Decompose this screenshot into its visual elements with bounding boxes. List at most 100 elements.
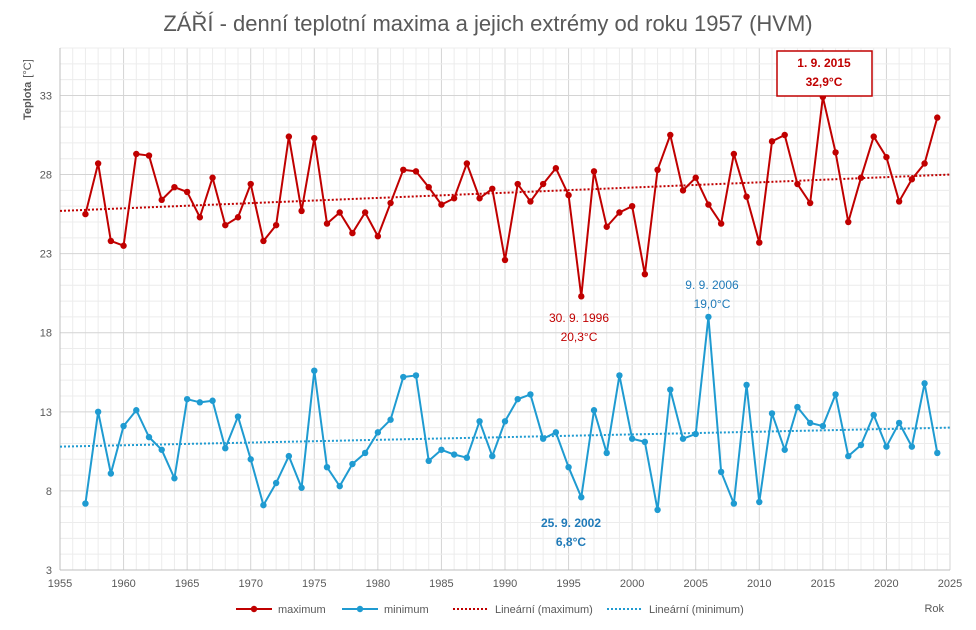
legend-label: maximum bbox=[278, 604, 326, 616]
data-point-minimum bbox=[222, 445, 229, 452]
x-axis-title: Rok bbox=[924, 603, 944, 615]
legend-marker bbox=[250, 605, 258, 613]
data-point-minimum bbox=[425, 457, 432, 465]
data-point-minimum bbox=[756, 498, 763, 506]
data-point-minimum bbox=[145, 433, 153, 441]
data-point-minimum bbox=[209, 397, 216, 404]
data-point-minimum bbox=[183, 395, 191, 403]
data-point-maximum bbox=[234, 214, 242, 221]
data-point-minimum bbox=[514, 395, 521, 403]
series bbox=[82, 93, 941, 514]
data-point-maximum bbox=[616, 209, 623, 216]
data-point-minimum bbox=[628, 435, 636, 442]
data-point-maximum bbox=[260, 237, 267, 245]
axes: 1955 1960 1965 1970 1975 1980 1985 1990 1995 2000… bbox=[40, 48, 962, 590]
data-point-maximum bbox=[679, 187, 687, 194]
data-point-maximum bbox=[285, 133, 293, 140]
data-point-minimum bbox=[908, 443, 916, 450]
y-tick-label: 8 bbox=[46, 486, 52, 498]
data-point-minimum bbox=[336, 482, 343, 490]
legend-marker bbox=[356, 605, 364, 613]
data-point-maximum bbox=[374, 233, 382, 240]
legend-label: Lineární (minimum) bbox=[649, 604, 744, 616]
annotation-max-high: 1. 9. 2015 32,9°C bbox=[776, 50, 873, 97]
x-tick-label: 1980 bbox=[366, 578, 390, 590]
x-tick-label: 1960 bbox=[111, 578, 135, 590]
data-point-maximum bbox=[222, 221, 229, 229]
x-tick-label: 1955 bbox=[48, 578, 72, 590]
data-point-minimum bbox=[501, 418, 509, 425]
data-point-minimum bbox=[870, 411, 877, 419]
annotation-value: 32,9°C bbox=[806, 75, 843, 89]
data-point-maximum bbox=[298, 207, 305, 215]
data-point-minimum bbox=[539, 435, 547, 442]
y-tick-label: 33 bbox=[40, 90, 52, 102]
data-point-maximum bbox=[908, 176, 916, 183]
data-point-maximum bbox=[628, 202, 636, 210]
data-point-maximum bbox=[895, 198, 903, 205]
data-point-minimum bbox=[234, 413, 242, 420]
data-point-minimum bbox=[832, 391, 839, 398]
data-point-maximum bbox=[171, 184, 178, 191]
data-point-maximum bbox=[857, 174, 865, 181]
data-point-minimum bbox=[311, 367, 318, 374]
data-point-maximum bbox=[94, 160, 102, 167]
data-point-minimum bbox=[679, 435, 687, 442]
data-point-maximum bbox=[514, 180, 521, 188]
data-point-minimum bbox=[463, 454, 471, 461]
data-point-maximum bbox=[247, 180, 254, 188]
data-point-minimum bbox=[806, 419, 814, 427]
data-point-maximum bbox=[311, 134, 318, 142]
data-point-maximum bbox=[349, 229, 356, 237]
x-tick-label: 2000 bbox=[620, 578, 644, 590]
data-point-minimum bbox=[476, 418, 483, 425]
data-point-minimum bbox=[641, 438, 649, 446]
x-tick-label: 1995 bbox=[556, 578, 580, 590]
x-tick-label: 2005 bbox=[683, 578, 707, 590]
data-point-maximum bbox=[603, 223, 610, 230]
data-point-maximum bbox=[107, 237, 115, 245]
data-point-maximum bbox=[463, 160, 471, 167]
data-point-maximum bbox=[794, 180, 801, 188]
data-point-minimum bbox=[654, 506, 661, 514]
data-point-minimum bbox=[768, 410, 776, 417]
data-point-minimum bbox=[819, 422, 827, 430]
data-point-minimum bbox=[552, 429, 560, 436]
data-point-maximum bbox=[133, 150, 140, 158]
data-point-minimum bbox=[603, 449, 610, 457]
legend-item: maximum bbox=[236, 604, 326, 616]
annotation-date: 30. 9. 1996 bbox=[549, 311, 609, 325]
data-point-maximum bbox=[552, 165, 560, 172]
data-point-maximum bbox=[476, 195, 483, 202]
data-point-minimum bbox=[845, 452, 852, 460]
data-point-minimum bbox=[323, 463, 331, 471]
data-point-maximum bbox=[336, 209, 343, 216]
data-point-maximum bbox=[781, 131, 788, 139]
data-point-maximum bbox=[921, 160, 928, 167]
data-point-minimum bbox=[565, 463, 572, 471]
annotations: 1. 9. 2015 32,9°C 30. 9. 1996 20,3°C 9. 9. 2… bbox=[541, 50, 873, 549]
data-point-minimum bbox=[94, 408, 102, 416]
data-point-minimum bbox=[361, 449, 369, 457]
data-point-maximum bbox=[272, 221, 280, 229]
data-point-minimum bbox=[196, 399, 204, 406]
x-tick-label: 1985 bbox=[429, 578, 453, 590]
annotation-min-low: 25. 9. 2002 6,8°C bbox=[541, 516, 601, 549]
x-tick-label: 2010 bbox=[747, 578, 771, 590]
data-point-minimum bbox=[120, 422, 127, 430]
data-point-maximum bbox=[527, 198, 534, 205]
annotation-date: 9. 9. 2006 bbox=[685, 278, 739, 292]
data-point-maximum bbox=[450, 195, 458, 202]
data-point-minimum bbox=[489, 452, 496, 460]
trendline-minimum bbox=[59, 426, 951, 448]
data-point-minimum bbox=[883, 443, 890, 450]
data-point-minimum bbox=[438, 446, 445, 453]
data-point-maximum bbox=[641, 271, 649, 278]
annotation-value: 20,3°C bbox=[561, 330, 598, 344]
data-point-minimum bbox=[107, 470, 115, 477]
data-point-maximum bbox=[183, 188, 191, 196]
x-tick-label: 1965 bbox=[175, 578, 199, 590]
data-point-minimum bbox=[374, 429, 382, 436]
